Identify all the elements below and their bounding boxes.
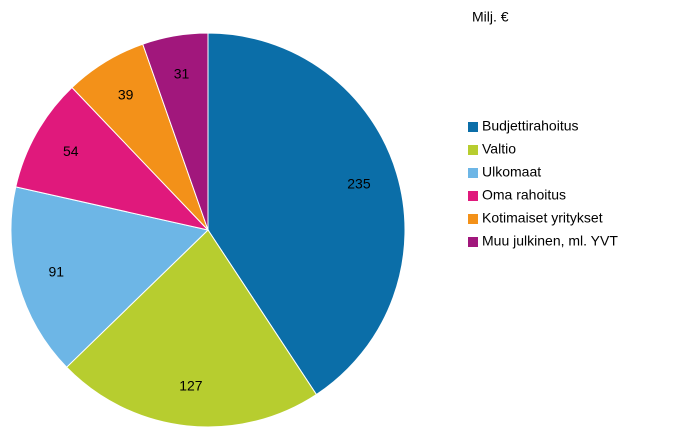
data-label: 235 — [347, 175, 371, 191]
legend-swatch — [468, 168, 478, 178]
legend-label: Budjettirahoitus — [482, 118, 579, 134]
legend-label: Kotimaiset yritykset — [482, 210, 603, 226]
data-label: 91 — [49, 263, 65, 279]
pie-slice — [15, 86, 210, 231]
legend-label: Oma rahoitus — [482, 187, 566, 203]
legend-swatch — [468, 214, 478, 224]
legend-swatch — [468, 191, 478, 201]
legend-swatch — [468, 122, 478, 132]
pie-slice — [10, 186, 210, 368]
unit-label: Milj. € — [472, 9, 509, 25]
data-label: 54 — [63, 143, 79, 159]
legend-swatch — [468, 237, 478, 247]
data-label: 39 — [118, 86, 134, 102]
pie-slice — [142, 32, 209, 231]
legend-label: Ulkomaat — [482, 164, 541, 180]
legend-label: Muu julkinen, ml. YVT — [482, 233, 618, 249]
data-label: 127 — [179, 377, 203, 393]
pie-slice — [65, 229, 318, 428]
legend-swatch — [468, 145, 478, 155]
data-label: 31 — [174, 65, 190, 81]
legend-label: Valtio — [482, 141, 516, 157]
